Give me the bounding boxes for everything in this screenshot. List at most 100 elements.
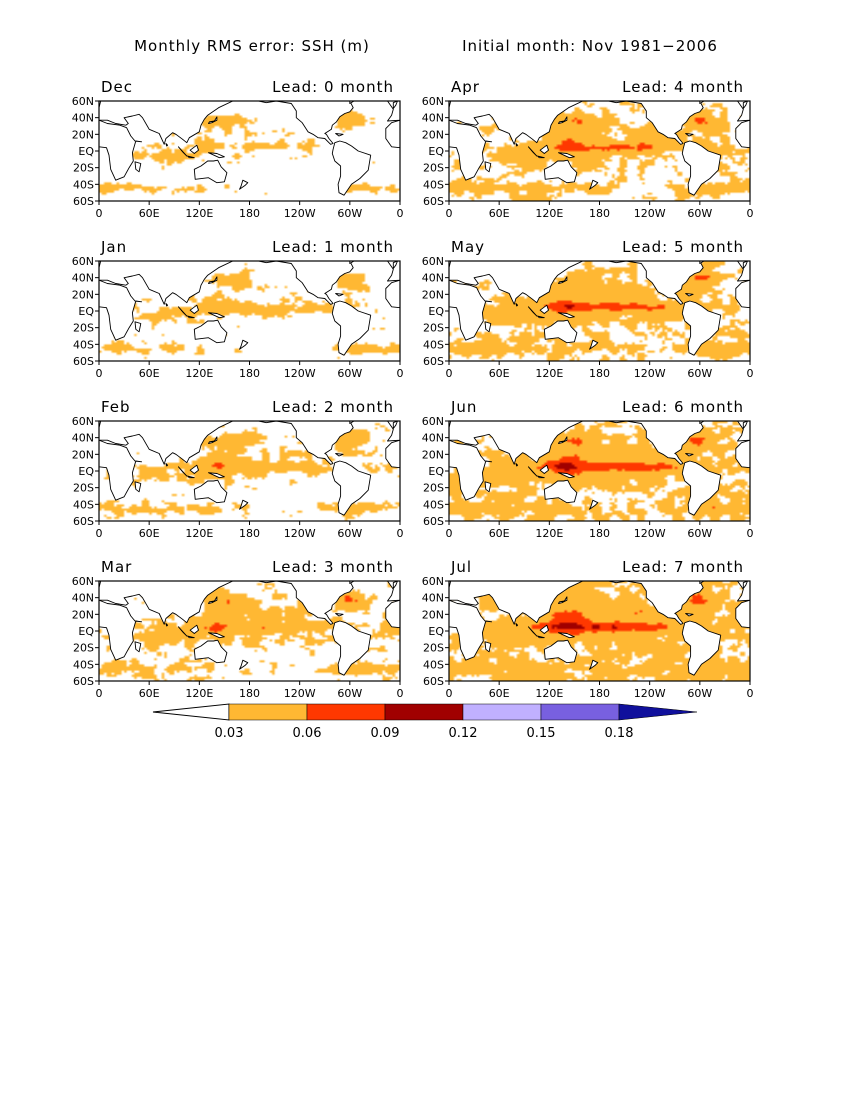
- lat-tick-label: 40N: [422, 272, 444, 285]
- lat-tick-label: 60S: [423, 195, 444, 208]
- lat-tick-label: 60N: [422, 95, 444, 108]
- land-mass: [484, 481, 492, 493]
- land-mass: [515, 143, 519, 147]
- lat-tick-label: 20S: [423, 162, 444, 175]
- lon-tick-label: 120E: [185, 367, 213, 380]
- lon-tick-label: 0: [96, 367, 103, 380]
- land-mass: [99, 599, 143, 661]
- land-mass: [539, 304, 549, 314]
- lon-tick-label: 60W: [687, 687, 712, 700]
- land-mass: [208, 596, 218, 604]
- colorbar-max-triangle: [618, 703, 698, 721]
- colorbar-bin: [462, 703, 542, 721]
- colorbar-bin: [306, 703, 386, 721]
- land-mass: [558, 596, 568, 604]
- land-mass: [387, 421, 400, 442]
- lat-tick-label: 20N: [422, 128, 444, 141]
- land-mass: [385, 279, 400, 309]
- lat-tick-label: 60N: [72, 575, 94, 588]
- land-mass: [449, 101, 584, 145]
- panel-month-label: Jul: [450, 558, 472, 576]
- lat-tick-label: 20N: [422, 608, 444, 621]
- land-mass: [543, 159, 578, 184]
- lon-tick-label: 60W: [687, 207, 712, 220]
- lat-tick-label: 40N: [422, 592, 444, 605]
- colorbar-bin: [540, 703, 620, 721]
- land-mass: [527, 466, 538, 477]
- colorbar-min-triangle: [152, 703, 230, 721]
- lat-tick-label: 20N: [422, 448, 444, 461]
- land-mass: [134, 321, 142, 333]
- lon-tick-label: 120E: [535, 207, 563, 220]
- colorbar-tick-label: 0.18: [605, 726, 634, 741]
- land-mass: [699, 261, 705, 264]
- land-mass: [335, 293, 344, 297]
- land-mass: [99, 261, 234, 305]
- land-mass: [387, 261, 400, 282]
- lon-tick-label: 60E: [489, 367, 510, 380]
- land-mass: [387, 101, 400, 122]
- lat-tick-label: 20S: [73, 482, 94, 495]
- lat-tick-label: 60S: [423, 355, 444, 368]
- lat-tick-label: 40S: [423, 178, 444, 191]
- land-mass: [527, 146, 538, 157]
- colorbar-tick-label: 0.03: [215, 726, 244, 741]
- land-mass: [558, 116, 568, 124]
- lat-tick-label: 40N: [422, 112, 444, 125]
- land-mass: [165, 303, 169, 307]
- panel-month-label: Apr: [451, 78, 480, 96]
- land-mass: [539, 624, 549, 634]
- panel-lead-label: Lead: 3 month: [272, 558, 394, 576]
- land-mass: [134, 481, 142, 493]
- lon-tick-label: 120E: [185, 527, 213, 540]
- lat-tick-label: 60S: [73, 675, 94, 688]
- lon-tick-label: 120E: [535, 367, 563, 380]
- land-mass: [239, 179, 249, 190]
- land-mass: [543, 639, 578, 664]
- lat-tick-label: 20N: [72, 608, 94, 621]
- lat-tick-label: 60N: [422, 415, 444, 428]
- land-mass: [699, 101, 705, 104]
- panel-lead-label: Lead: 0 month: [272, 78, 394, 96]
- land-mass: [527, 306, 538, 317]
- colorbar-bin: [384, 703, 464, 721]
- land-mass: [608, 101, 704, 145]
- lon-tick-label: 0: [446, 687, 453, 700]
- land-mass: [187, 315, 195, 319]
- lat-tick-label: 20S: [73, 322, 94, 335]
- land-mass: [484, 641, 492, 653]
- lon-tick-label: 0: [397, 687, 404, 700]
- lat-tick-label: 60S: [73, 515, 94, 528]
- panel-lead-label: Lead: 7 month: [622, 558, 744, 576]
- panel-month-label: Mar: [101, 558, 132, 576]
- land-mass: [331, 300, 372, 356]
- lat-tick-label: EQ: [78, 465, 94, 478]
- land-mass: [589, 179, 599, 190]
- lat-tick-label: 20S: [73, 642, 94, 655]
- land-mass: [392, 581, 398, 589]
- land-mass: [537, 475, 545, 479]
- lon-tick-label: 180: [239, 367, 260, 380]
- lat-tick-label: EQ: [78, 625, 94, 638]
- land-mass: [177, 146, 188, 157]
- land-mass: [99, 581, 234, 625]
- land-mass: [558, 632, 575, 639]
- lon-tick-label: 60W: [337, 527, 362, 540]
- lon-tick-label: 180: [239, 687, 260, 700]
- land-mass: [385, 599, 400, 629]
- lat-tick-label: 60N: [422, 575, 444, 588]
- land-mass: [99, 279, 143, 341]
- land-mass: [189, 464, 199, 474]
- lat-tick-label: EQ: [428, 145, 444, 158]
- land-mass: [165, 143, 169, 147]
- land-mass: [742, 261, 748, 269]
- land-mass: [699, 581, 705, 584]
- land-mass: [449, 599, 493, 661]
- land-mass: [335, 613, 344, 617]
- land-mass: [349, 261, 355, 264]
- lat-tick-label: 40N: [422, 432, 444, 445]
- lat-tick-label: 40S: [73, 178, 94, 191]
- lon-tick-label: 60W: [337, 367, 362, 380]
